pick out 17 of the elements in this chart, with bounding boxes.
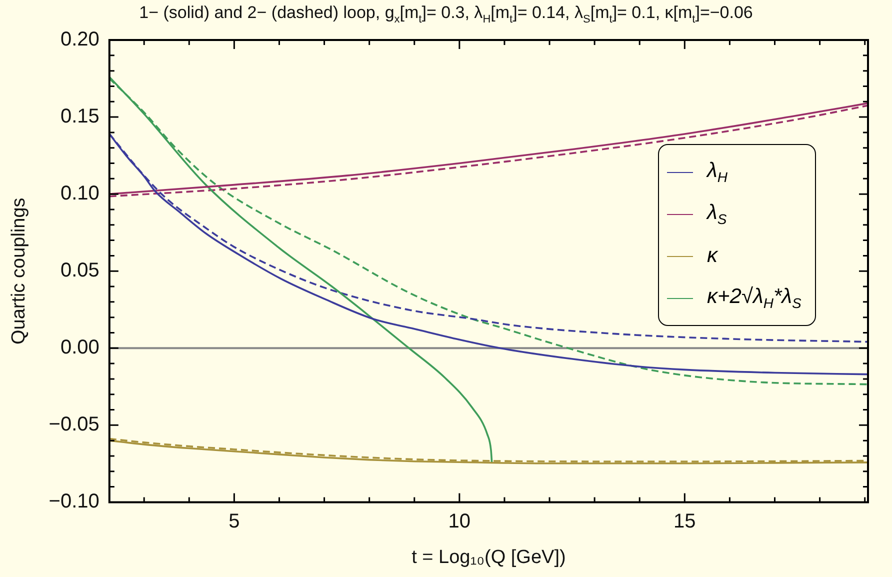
y-tick-label: 0.15	[60, 106, 100, 128]
y-axis-title: Quartic couplings	[8, 198, 30, 344]
y-tick-label: −0.05	[48, 414, 100, 436]
chart-title: 1− (solid) and 2− (dashed) loop, g$_{x}$[m$_{t}$]= 0.3, λ$_{H}$[m$_{t}$]= 0.14, λ$_{S}$[m$_{t}$]= 0.1, κ[m$_{t}$]=−0.06	[139, 3, 753, 26]
x-tick-label: 15	[674, 510, 696, 533]
legend-label: λ$_{S}$	[707, 200, 727, 228]
legend-label: κ	[707, 244, 718, 268]
x-tick-label: 5	[228, 510, 240, 533]
y-tick-label: 0.05	[60, 260, 100, 282]
y-tick-label: 0.00	[60, 336, 100, 359]
y-tick-label: 0.10	[60, 182, 100, 205]
x-tick-label: 10	[448, 510, 471, 533]
legend-label: λ$_{H}$	[707, 158, 728, 186]
legend-label: κ+2√λ$_{H}$*λ$_{S}$	[707, 284, 802, 312]
x-axis-title: t = Log₁₀(Q [GeV])	[412, 546, 566, 568]
y-tick-label: 0.20	[60, 28, 100, 51]
y-tick-label: −0.10	[48, 490, 100, 513]
